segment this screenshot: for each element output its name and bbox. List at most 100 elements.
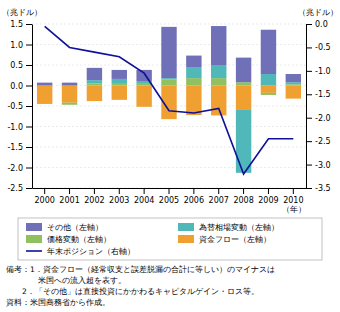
tick-label: -0.5 xyxy=(315,43,331,52)
note: 米国への流入超を表す。 xyxy=(6,276,126,285)
y-axis: -2.5-2.0-1.5-1.0-0.50.00.51.01.5 xyxy=(7,20,32,193)
tick-label: 0.5 xyxy=(10,61,23,70)
tick-label: -3.0 xyxy=(315,161,331,170)
tick-mark xyxy=(26,106,32,107)
note: 備考：1．資金フロー（経常収支と誤差脱漏の合計に等しい）のマイナスは xyxy=(6,265,275,274)
bar xyxy=(136,70,151,81)
tick: 2007 xyxy=(209,188,229,205)
tick-mark xyxy=(218,188,219,194)
tick-label: -0.5 xyxy=(7,102,23,111)
y-axis-title: （兆ドル） xyxy=(2,8,42,17)
marks xyxy=(37,26,301,174)
bar xyxy=(236,86,251,110)
x-axis-title: （年） xyxy=(282,205,306,214)
bar xyxy=(236,109,251,173)
tick-label: 2000 xyxy=(35,196,55,205)
bar xyxy=(286,74,301,82)
bar xyxy=(62,83,77,86)
legend-label: その他（左軸） xyxy=(47,223,103,232)
tick: 0.0 xyxy=(306,20,328,29)
bar xyxy=(286,84,301,85)
chart: -2.5-2.0-1.5-1.0-0.50.00.51.01.5-3.5-3.0… xyxy=(0,0,340,312)
tick: 2008 xyxy=(233,188,253,205)
tick-label: 1.5 xyxy=(10,20,23,29)
tick: -3.5 xyxy=(306,184,331,193)
tick: 2003 xyxy=(109,188,129,205)
bar xyxy=(236,58,251,83)
y2-axis-title: （兆ドル） xyxy=(298,8,338,17)
tick: 2002 xyxy=(84,188,104,205)
bar xyxy=(161,27,176,78)
tick-mark xyxy=(26,147,32,148)
bar xyxy=(62,86,77,103)
tick-mark xyxy=(69,188,70,194)
tick: 2010 xyxy=(283,188,303,205)
grid-line xyxy=(32,167,306,168)
legend-label: 為替相場変動（左軸） xyxy=(199,223,279,232)
legend-label: 資金フロー（左軸） xyxy=(199,235,271,244)
tick: 2005 xyxy=(159,188,179,205)
bar xyxy=(236,82,251,85)
tick-mark xyxy=(306,94,312,95)
bar xyxy=(87,83,102,85)
legend-swatch xyxy=(26,223,42,231)
tick: 0.0 xyxy=(10,82,32,91)
tick-mark xyxy=(306,165,312,166)
bar xyxy=(112,70,127,79)
tick-label: -2.0 xyxy=(7,164,23,173)
bar xyxy=(286,86,301,99)
bar-series xyxy=(37,26,301,85)
tick-mark xyxy=(26,45,32,46)
tick-mark xyxy=(26,168,32,169)
tick-label: -2.0 xyxy=(315,114,331,123)
tick: -2.5 xyxy=(7,184,32,193)
bar xyxy=(112,86,127,100)
bar xyxy=(186,67,201,78)
bar xyxy=(37,86,52,104)
tick-mark xyxy=(306,24,312,25)
tick-mark xyxy=(169,188,170,194)
note: 2．「その他」は直接投資にかかわるキャピタルゲイン・ロス等。 xyxy=(6,287,259,296)
tick-mark xyxy=(193,188,194,194)
tick: 2001 xyxy=(59,188,79,205)
plot: -2.5-2.0-1.5-1.0-0.50.00.51.01.5-3.5-3.0… xyxy=(7,20,330,205)
tick-label: -1.0 xyxy=(7,123,23,132)
tick: 2004 xyxy=(134,188,154,205)
tick-mark xyxy=(119,188,120,194)
bar xyxy=(161,79,176,85)
tick-mark xyxy=(306,118,312,119)
bar xyxy=(112,79,127,84)
tick-label: -3.5 xyxy=(315,184,331,193)
tick: -2.0 xyxy=(306,114,331,123)
tick-mark xyxy=(94,188,95,194)
grid xyxy=(32,24,306,188)
legend-label: 年末ポジション（右軸） xyxy=(47,247,135,256)
tick-mark xyxy=(306,141,312,142)
tick: 2009 xyxy=(258,188,278,205)
tick-mark xyxy=(306,188,312,189)
tick-label: 2006 xyxy=(184,196,204,205)
tick-mark xyxy=(26,188,32,189)
y2-axis: -3.5-3.0-2.5-2.0-1.5-1.0-0.50.0 xyxy=(306,20,331,193)
tick-label: -2.5 xyxy=(7,184,23,193)
axis-line xyxy=(32,25,33,189)
note: 資料：米国商務省から作成。 xyxy=(6,298,110,307)
tick: -1.5 xyxy=(7,143,32,152)
bar xyxy=(136,86,151,107)
tick-mark xyxy=(26,127,32,128)
legend-frame xyxy=(18,218,322,260)
legend-swatch xyxy=(26,235,42,243)
bar xyxy=(261,30,276,74)
tick-mark xyxy=(293,188,294,194)
legend: その他（左軸）為替相場変動（左軸）価格変動（左軸）資金フロー（左軸）年末ポジショ… xyxy=(18,218,322,260)
tick: -0.5 xyxy=(306,43,331,52)
bar xyxy=(87,86,102,102)
tick: -1.5 xyxy=(306,90,331,99)
tick: 1.5 xyxy=(10,20,32,29)
bar xyxy=(87,68,102,80)
grid-line xyxy=(32,126,306,127)
tick-mark xyxy=(44,188,45,194)
tick: -1.0 xyxy=(7,123,32,132)
bar xyxy=(112,84,127,86)
tick-label: 2001 xyxy=(59,196,79,205)
